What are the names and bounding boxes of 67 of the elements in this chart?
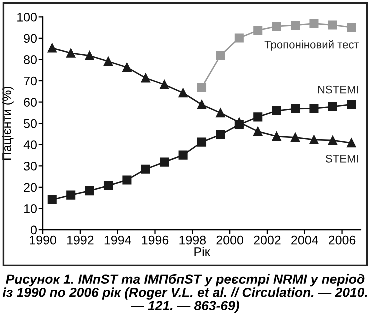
y-tick-label: 40	[24, 140, 37, 150]
x-tick-label: 2004	[292, 236, 318, 245]
y-tick-label: 80	[24, 56, 37, 64]
y-tick-label: 10	[24, 204, 37, 214]
point	[310, 135, 319, 144]
point	[347, 100, 356, 110]
point	[328, 102, 338, 112]
point	[328, 136, 338, 146]
point	[216, 51, 226, 60]
point	[85, 186, 94, 196]
y-tick-label: 100	[18, 12, 37, 22]
point	[272, 22, 282, 32]
x-tick-label: 1994	[104, 236, 132, 245]
point	[272, 132, 282, 142]
point	[310, 19, 319, 28]
series-label: NSTEMI	[318, 86, 358, 94]
point	[48, 195, 57, 205]
point	[48, 44, 57, 53]
series-label: STEMI	[326, 154, 358, 163]
point	[254, 26, 263, 36]
point	[66, 190, 76, 200]
point	[291, 20, 300, 30]
y-tick-label: 90	[24, 34, 37, 44]
point	[347, 23, 356, 32]
point	[141, 164, 150, 174]
point	[234, 120, 244, 130]
x-tick-label: 2000	[216, 236, 244, 245]
point	[347, 138, 356, 148]
x-tick-label: 1998	[180, 236, 206, 245]
point	[254, 112, 263, 122]
point	[197, 100, 207, 110]
point	[122, 63, 132, 72]
point	[104, 57, 114, 66]
y-tick-label: 50	[24, 119, 37, 128]
y-tick-label: 20	[24, 183, 37, 192]
point	[328, 20, 338, 30]
point	[216, 108, 226, 118]
x-tick-label: 1990	[30, 236, 56, 245]
text: Рисунок 1. IMпST та IMПбпST у реєстрі NRMI у період із 1990 по 2006 рік (Roger V.L. et al. // Circulation. — 2010. — 121. — 863-69)	[2, 274, 368, 314]
x-axis-title: Рік	[194, 247, 210, 256]
point	[254, 127, 263, 136]
x-tick-label: 2006	[329, 236, 356, 245]
y-tick-label: 60	[24, 98, 37, 107]
point	[160, 80, 170, 90]
point	[291, 104, 300, 114]
series-label: Тропоніновий тест	[264, 40, 360, 51]
point	[216, 130, 226, 140]
y-tick-label: 30	[24, 162, 37, 171]
point	[85, 51, 94, 60]
point	[122, 176, 132, 185]
point	[160, 158, 170, 167]
point	[197, 138, 207, 147]
point	[104, 181, 114, 190]
point	[141, 74, 150, 83]
x-tick-label: 2002	[254, 236, 281, 245]
point	[234, 34, 244, 43]
y-tick-label: 0	[31, 226, 37, 235]
x-tick-label: 1992	[67, 236, 94, 245]
point	[291, 133, 300, 142]
point	[178, 88, 188, 98]
x-tick-label: 1996	[142, 236, 169, 245]
point	[197, 83, 207, 92]
point	[66, 48, 76, 58]
point	[178, 150, 188, 160]
point	[272, 106, 282, 116]
point	[310, 104, 319, 114]
y-tick-label: 70	[24, 76, 37, 86]
